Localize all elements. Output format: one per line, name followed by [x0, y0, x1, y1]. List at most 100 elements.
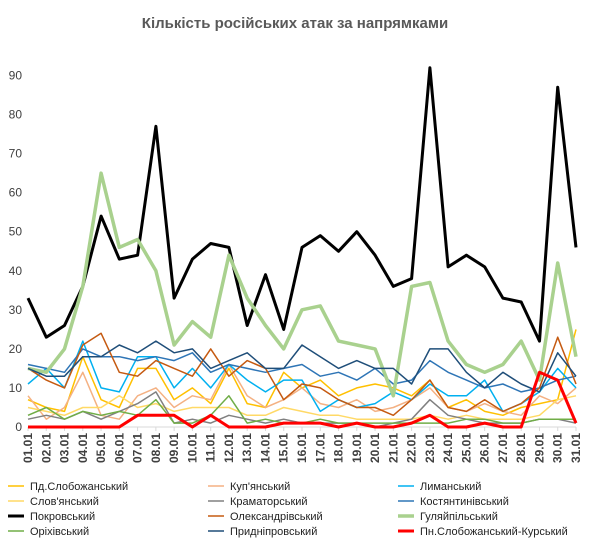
- data-point: [319, 379, 321, 381]
- legend-item: Пн.Слобожанський-Курський: [398, 526, 568, 538]
- data-point: [356, 344, 358, 346]
- y-tick-label: 0: [15, 420, 22, 434]
- x-tick-label: 27.01: [496, 433, 510, 463]
- data-point: [301, 344, 303, 346]
- data-point: [173, 344, 175, 346]
- data-point: [191, 395, 193, 397]
- data-point: [173, 367, 175, 369]
- data-point: [502, 363, 504, 365]
- data-point: [374, 406, 376, 408]
- data-point: [557, 418, 559, 420]
- data-point: [557, 352, 559, 354]
- data-point: [465, 371, 467, 373]
- data-point: [484, 402, 486, 404]
- series-line: [26, 66, 578, 343]
- legend-label: Гуляйпільський: [420, 511, 498, 523]
- data-point: [374, 426, 376, 428]
- data-point: [118, 371, 120, 373]
- data-point: [319, 305, 321, 307]
- data-point: [136, 395, 138, 397]
- x-tick-label: 26.01: [478, 433, 492, 463]
- data-point: [63, 426, 65, 428]
- data-point: [575, 328, 577, 330]
- chart-title: Кількість російських атак за напрямками: [142, 15, 448, 32]
- y-tick-label: 90: [9, 69, 23, 83]
- data-point: [45, 426, 47, 428]
- data-point: [63, 410, 65, 412]
- data-point: [27, 367, 29, 369]
- data-point: [191, 406, 193, 408]
- data-point: [374, 422, 376, 424]
- data-point: [337, 414, 339, 416]
- data-point: [447, 348, 449, 350]
- data-point: [191, 348, 193, 350]
- data-point: [27, 418, 29, 420]
- data-point: [100, 387, 102, 389]
- data-point: [82, 406, 84, 408]
- data-point: [447, 426, 449, 428]
- data-point: [356, 231, 358, 233]
- data-point: [155, 387, 157, 389]
- x-tick-label: 11.01: [204, 433, 218, 463]
- data-point: [465, 254, 467, 256]
- data-point: [392, 285, 394, 287]
- x-tick-label: 05.01: [94, 433, 108, 463]
- data-point: [465, 426, 467, 428]
- legend-item: Гуляйпільський: [398, 511, 498, 523]
- data-point: [484, 387, 486, 389]
- data-point: [429, 379, 431, 381]
- series-line: [27, 332, 577, 417]
- data-point: [228, 414, 230, 416]
- data-point: [392, 406, 394, 408]
- x-tick-label: 24.01: [441, 433, 455, 463]
- data-point: [557, 336, 559, 338]
- x-tick-label: 25.01: [459, 433, 473, 463]
- data-point: [210, 242, 212, 244]
- data-point: [447, 340, 449, 342]
- x-tick-label: 20.01: [368, 433, 382, 463]
- x-tick-label: 10.01: [185, 433, 199, 463]
- data-point: [155, 391, 157, 393]
- data-point: [319, 234, 321, 236]
- data-point: [210, 336, 212, 338]
- data-point: [447, 395, 449, 397]
- data-point: [575, 356, 577, 358]
- data-point: [374, 367, 376, 369]
- data-point: [356, 422, 358, 424]
- data-point: [538, 402, 540, 404]
- data-point: [319, 375, 321, 377]
- data-point: [155, 402, 157, 404]
- data-point: [319, 410, 321, 412]
- data-point: [502, 414, 504, 416]
- data-point: [210, 367, 212, 369]
- data-point: [246, 359, 248, 361]
- data-point: [118, 356, 120, 358]
- data-point: [283, 348, 285, 350]
- data-point: [465, 410, 467, 412]
- axes: 0 10 20 30 40 50 60 70 80 90 01.01 02.01 03.01 04.01 0…: [9, 69, 583, 464]
- series-11: [27, 340, 577, 393]
- series-3: [27, 340, 577, 413]
- x-tick-label: 13.01: [240, 433, 254, 463]
- data-point: [173, 422, 175, 424]
- data-point: [484, 399, 486, 401]
- data-point: [63, 418, 65, 420]
- data-point: [246, 402, 248, 404]
- data-point: [173, 387, 175, 389]
- data-point: [173, 414, 175, 416]
- data-point: [374, 348, 376, 350]
- data-point: [557, 379, 559, 381]
- data-point: [82, 371, 84, 373]
- data-point: [27, 399, 29, 401]
- series-line: [27, 348, 577, 393]
- legend-label: Лиманський: [420, 481, 481, 493]
- legend-item: Пд.Слобожанський: [8, 481, 128, 493]
- legend-label: Костянтинівський: [420, 496, 509, 508]
- data-point: [520, 301, 522, 303]
- data-point: [27, 406, 29, 408]
- data-point: [520, 414, 522, 416]
- legend: Пд.Слобожанський Куп'янський Лиманський Сло…: [8, 481, 568, 538]
- data-point: [465, 379, 467, 381]
